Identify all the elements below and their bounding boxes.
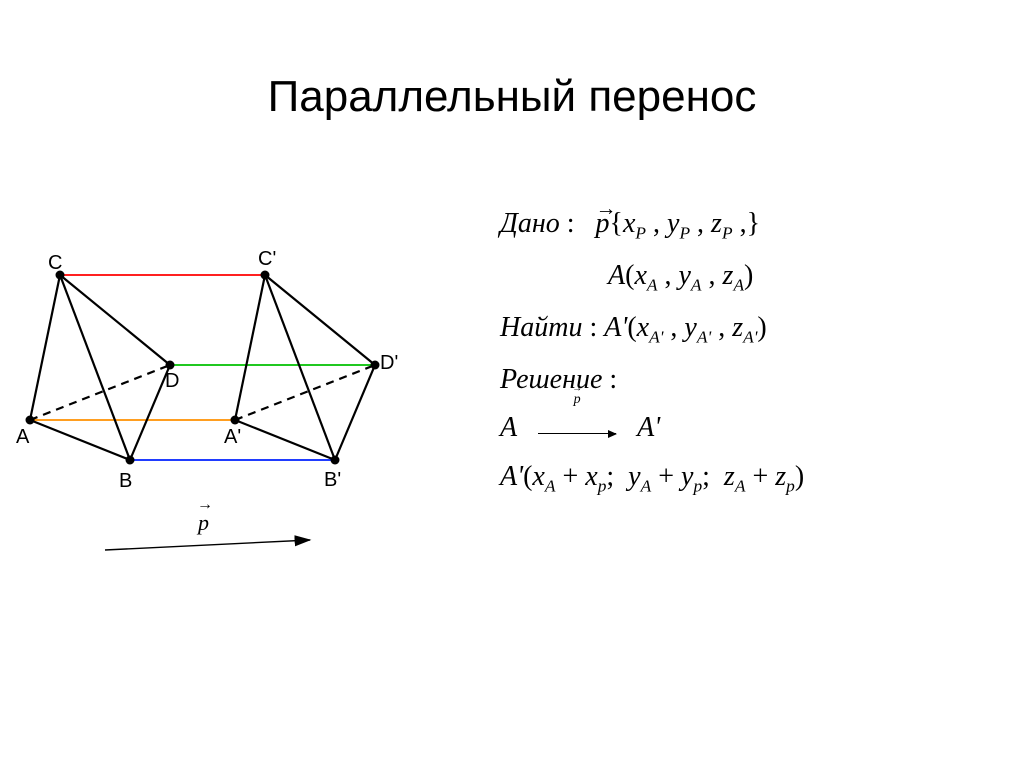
yp-sub: P [679, 224, 690, 243]
plus3: + [752, 461, 768, 492]
zap-sub: A' [743, 328, 757, 347]
xp-sub: P [635, 224, 646, 243]
res-yp-sub: p [693, 477, 702, 496]
res-za: z [724, 461, 735, 492]
vertex-label-Cp: C' [258, 248, 276, 271]
given-A-line: A(xA , yA , zA) [500, 262, 1010, 294]
xa: x [634, 260, 646, 291]
res-xa: x [532, 461, 544, 492]
res-zp-sub: p [786, 477, 795, 496]
res-ya-sub: A [641, 477, 652, 496]
xa-sub: A [647, 276, 658, 295]
res-xp: x [585, 461, 597, 492]
map-line: A →p A' [500, 414, 1010, 444]
given-word: Дано [500, 208, 560, 239]
page-title: Параллельный перенос [0, 72, 1024, 122]
vector-arrow-icon: → [596, 198, 610, 219]
yap-sub: A' [697, 328, 711, 347]
vertex-label-Bp: B' [324, 469, 341, 492]
vertex-label-Dp: D' [380, 352, 398, 375]
zap: z [732, 312, 743, 343]
ya: y [678, 260, 690, 291]
result-line: A'(xA + xp; yA + yp; zA + zp) [500, 463, 1010, 495]
arrow-line-icon [538, 433, 616, 434]
given-line: Дано : → p {xP , yP , zP ,} [500, 210, 1010, 242]
za-sub: A [733, 276, 744, 295]
a-prime: A' [604, 312, 627, 343]
plus2: + [658, 461, 674, 492]
point-A: A [608, 260, 625, 291]
za: z [723, 260, 734, 291]
vertex-label-Ap: A' [224, 426, 241, 449]
diagram-container: ABCDA'B'C'D'→p [20, 240, 480, 600]
zp-sub: P [722, 224, 733, 243]
map-A: A [500, 412, 517, 443]
math-block: Дано : → p {xP , yP , zP ,} A(xA , yA , … [500, 210, 1010, 515]
plus1: + [562, 461, 578, 492]
res-za-sub: A [735, 477, 746, 496]
map-over-p: p [574, 392, 581, 407]
ya-sub: A [691, 276, 702, 295]
xap: x [637, 312, 649, 343]
res-Ap: A' [500, 461, 523, 492]
zp: z [711, 208, 722, 239]
tiny-arrow-icon: → [538, 384, 616, 394]
vertex-label-B: B [119, 470, 132, 493]
res-zp: z [775, 461, 786, 492]
p-vector-label: →p [198, 510, 209, 536]
yp: y [667, 208, 679, 239]
vertex-label-A: A [16, 426, 29, 449]
xp: x [623, 208, 635, 239]
res-xa-sub: A [545, 477, 556, 496]
vector-p: → p [596, 210, 610, 238]
maps-to-arrow: →p [538, 415, 616, 443]
diagram-svg [20, 240, 480, 600]
xap-sub: A' [649, 328, 663, 347]
yap: y [684, 312, 696, 343]
vertex-label-C: C [48, 252, 62, 275]
res-yp: y [681, 461, 693, 492]
find-line: Найти : A'(xA' , yA' , zA') [500, 314, 1010, 346]
find-word: Найти [500, 312, 582, 343]
vertex-label-D: D [165, 370, 179, 393]
res-ya: y [628, 461, 640, 492]
map-Ap: A' [637, 412, 660, 443]
